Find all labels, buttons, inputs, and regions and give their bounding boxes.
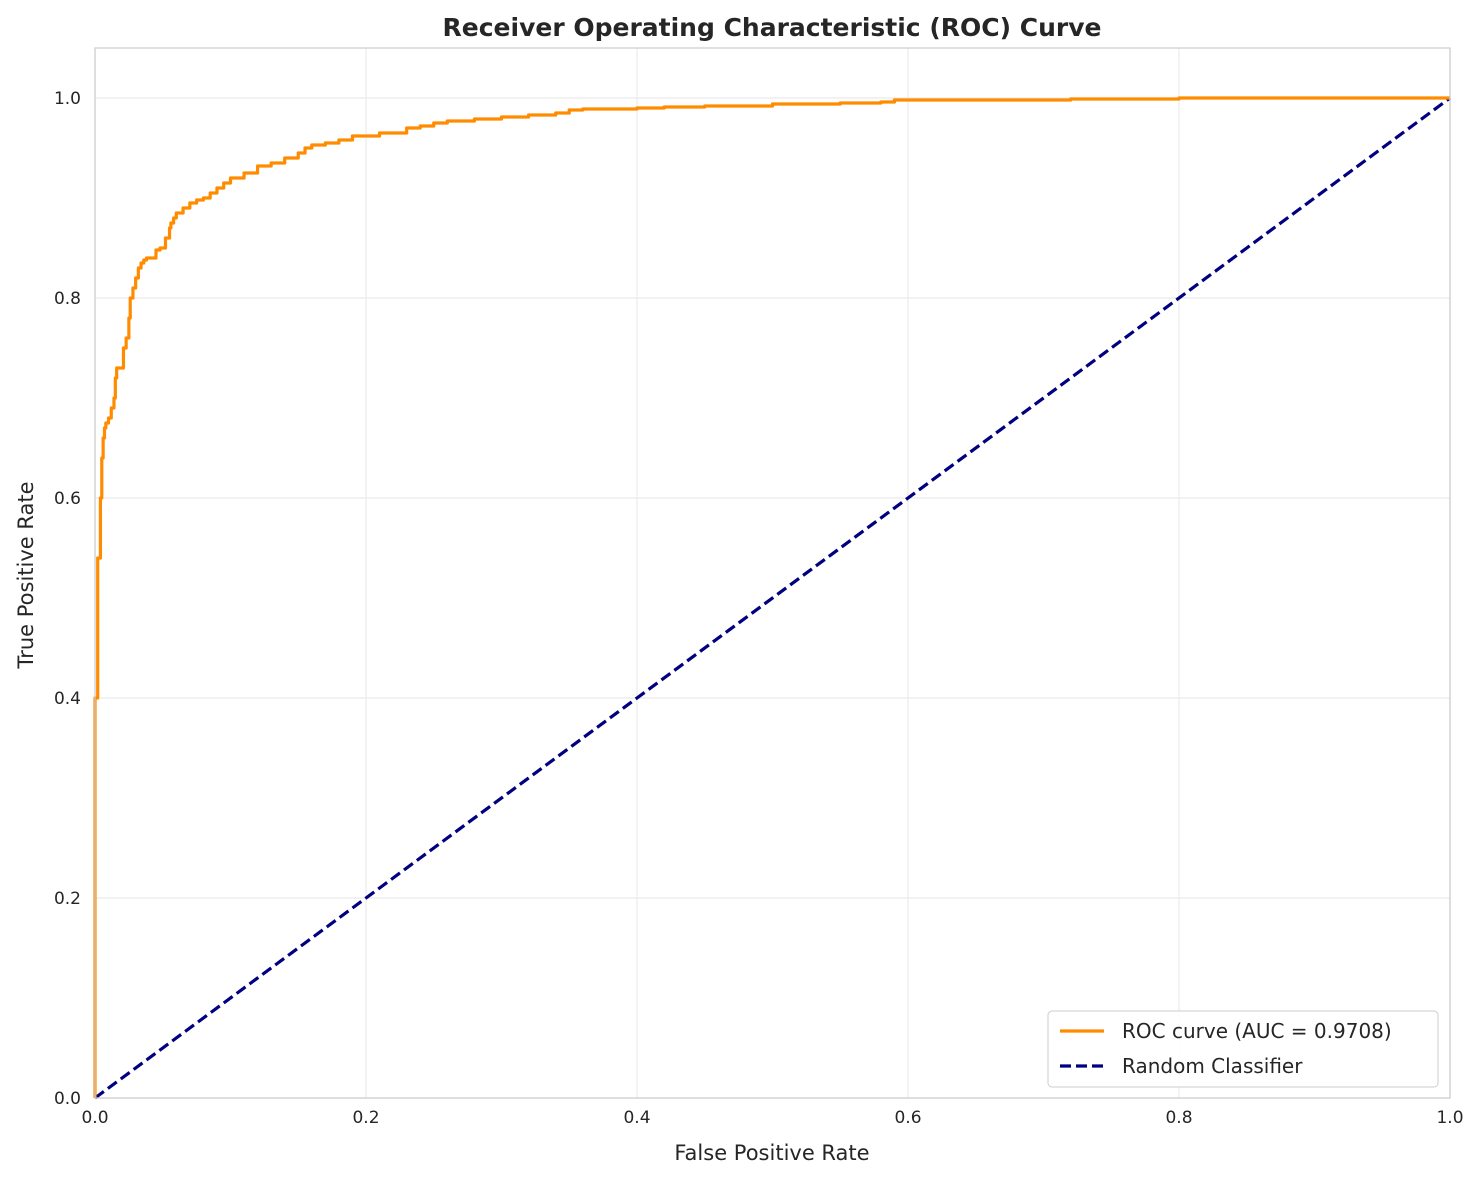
y-axis-label: True Positive Rate [14, 481, 38, 669]
x-tick-label: 0.8 [1165, 1108, 1192, 1128]
legend: ROC curve (AUC = 0.9708) Random Classifi… [1047, 1010, 1439, 1088]
chart-title: Receiver Operating Characteristic (ROC) … [443, 13, 1102, 42]
series-layer [93, 96, 1451, 1100]
x-tick-labels: 0.0 0.2 0.4 0.6 0.8 1.0 [81, 1108, 1463, 1128]
y-tick-label: 0.8 [54, 289, 81, 309]
legend-label-roc: ROC curve (AUC = 0.9708) [1122, 1019, 1392, 1043]
y-tick-label: 0.2 [54, 889, 81, 909]
plot-background [95, 48, 1450, 1098]
x-tick-label: 0.2 [352, 1108, 379, 1128]
plot-frame [94, 47, 1451, 1099]
x-tick-label: 0.6 [894, 1108, 921, 1128]
x-tick-label: 1.0 [1436, 1108, 1463, 1128]
x-axis-label: False Positive Rate [674, 1141, 869, 1165]
y-tick-label: 0.4 [54, 689, 81, 709]
random-classifier-line [94, 96, 1451, 1100]
x-tick-label: 0.0 [81, 1108, 108, 1128]
y-tick-labels: 0.0 0.2 0.4 0.6 0.8 1.0 [54, 89, 81, 1109]
y-tick-label: 0.6 [54, 489, 81, 509]
legend-box [1047, 1010, 1439, 1088]
y-tick-label: 1.0 [54, 89, 81, 109]
y-tick-label: 0.0 [54, 1089, 81, 1109]
x-tick-label: 0.4 [623, 1108, 650, 1128]
roc-curve-line [93, 96, 1450, 1098]
legend-label-random: Random Classifier [1122, 1054, 1303, 1078]
